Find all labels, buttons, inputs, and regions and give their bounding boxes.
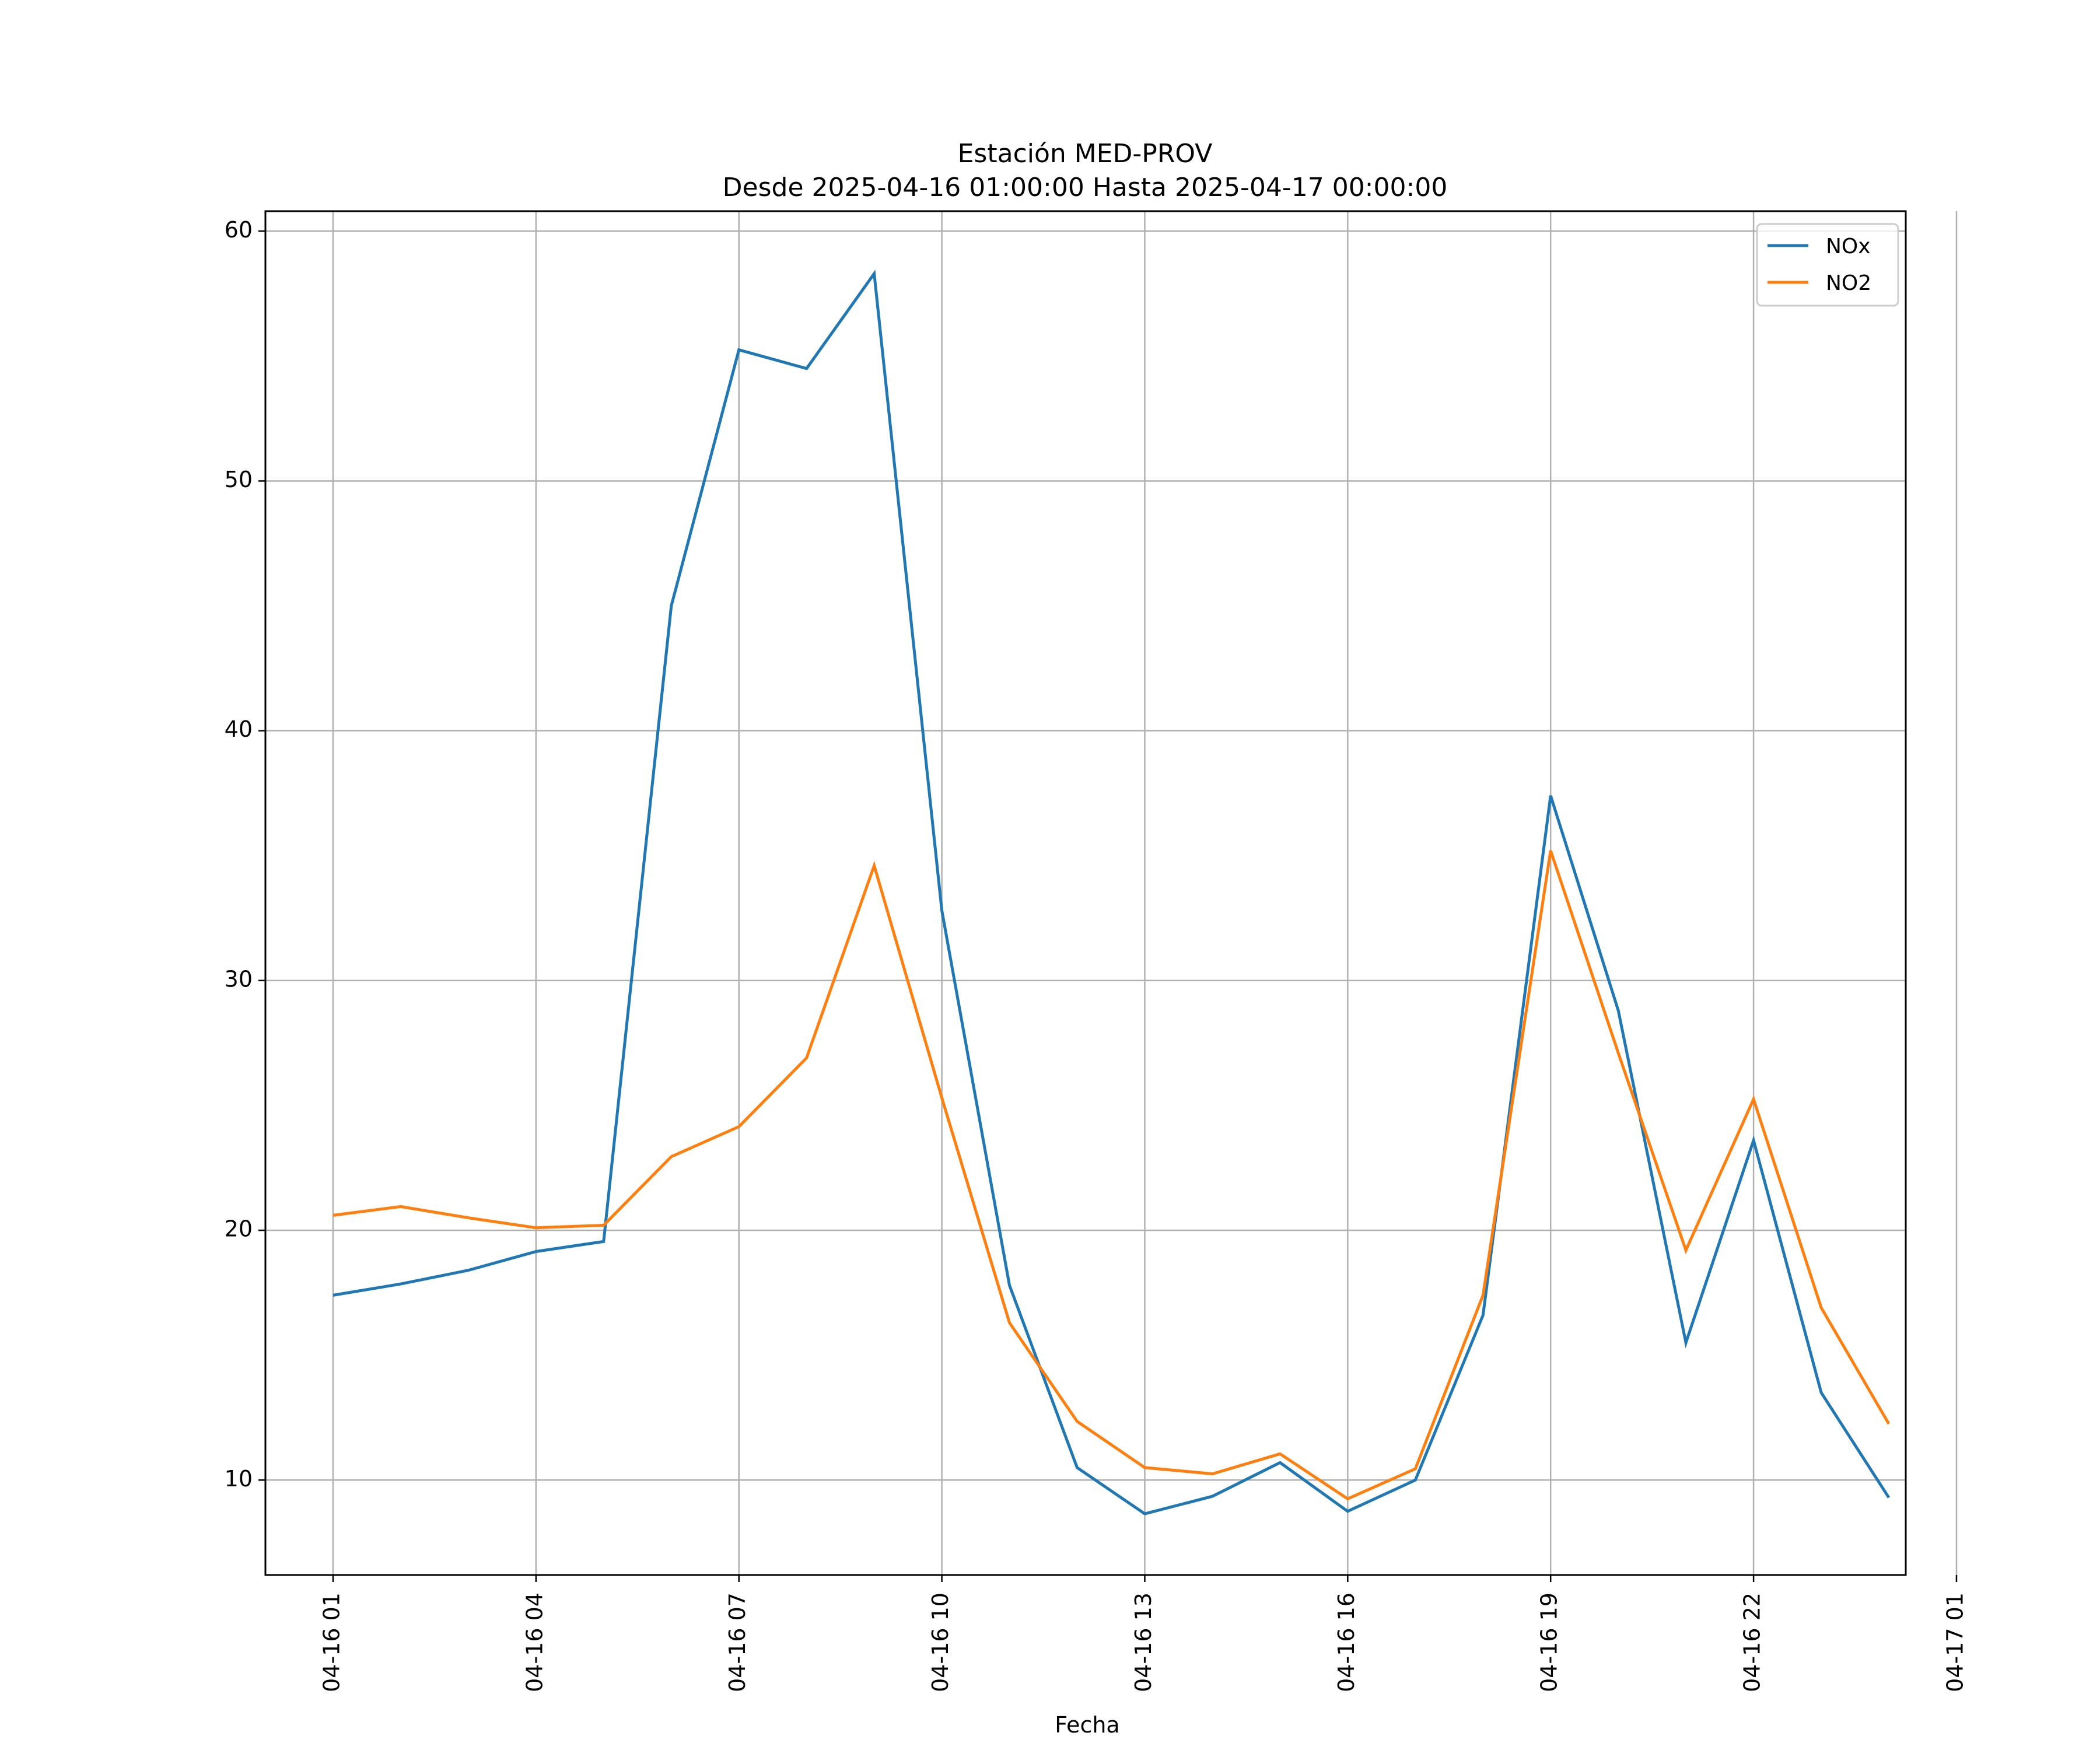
series-lines bbox=[332, 270, 1891, 1516]
y-tick-label: 40 bbox=[225, 716, 253, 742]
chart-subtitle: Desde 2025-04-16 01:00:00 Hasta 2025-04-… bbox=[723, 173, 1448, 202]
legend: NOx NO2 bbox=[1756, 223, 1899, 307]
plot-frame bbox=[264, 210, 1907, 1576]
y-tick-label: 20 bbox=[225, 1216, 253, 1242]
x-tick-label: 04-16 22 bbox=[1740, 1592, 1765, 1692]
x-tick-label: 04-16 01 bbox=[318, 1592, 344, 1692]
x-tick-label: 04-16 19 bbox=[1536, 1592, 1562, 1692]
legend-label-no2: NO2 bbox=[1826, 271, 1871, 295]
x-tick-label: 04-16 16 bbox=[1334, 1592, 1359, 1692]
y-axis-ticks: 10 20 30 40 50 60 bbox=[225, 217, 265, 1492]
y-tick-label: 50 bbox=[225, 467, 253, 492]
chart-title: Estación MED-PROV bbox=[958, 139, 1213, 169]
x-tick-label: 04-16 07 bbox=[724, 1592, 750, 1692]
y-tick-label: 10 bbox=[225, 1466, 253, 1492]
x-axis-label: Fecha bbox=[1055, 1712, 1119, 1738]
legend-label-nox: NOx bbox=[1826, 235, 1871, 258]
series-line-nox bbox=[332, 270, 1891, 1516]
y-tick-label: 30 bbox=[225, 966, 253, 992]
x-tick-label: 04-17 01 bbox=[1942, 1592, 1968, 1692]
x-tick-label: 04-16 13 bbox=[1130, 1592, 1156, 1692]
series-line-no2 bbox=[332, 850, 1891, 1501]
x-axis-ticks: 04-16 01 04-16 04 04-16 07 04-16 10 04-16 13… bbox=[318, 1575, 1968, 1692]
x-tick-label: 04-16 04 bbox=[522, 1592, 547, 1692]
grid-lines bbox=[265, 211, 1958, 1575]
y-tick-label: 60 bbox=[225, 217, 253, 243]
x-tick-label: 04-16 10 bbox=[928, 1592, 953, 1692]
